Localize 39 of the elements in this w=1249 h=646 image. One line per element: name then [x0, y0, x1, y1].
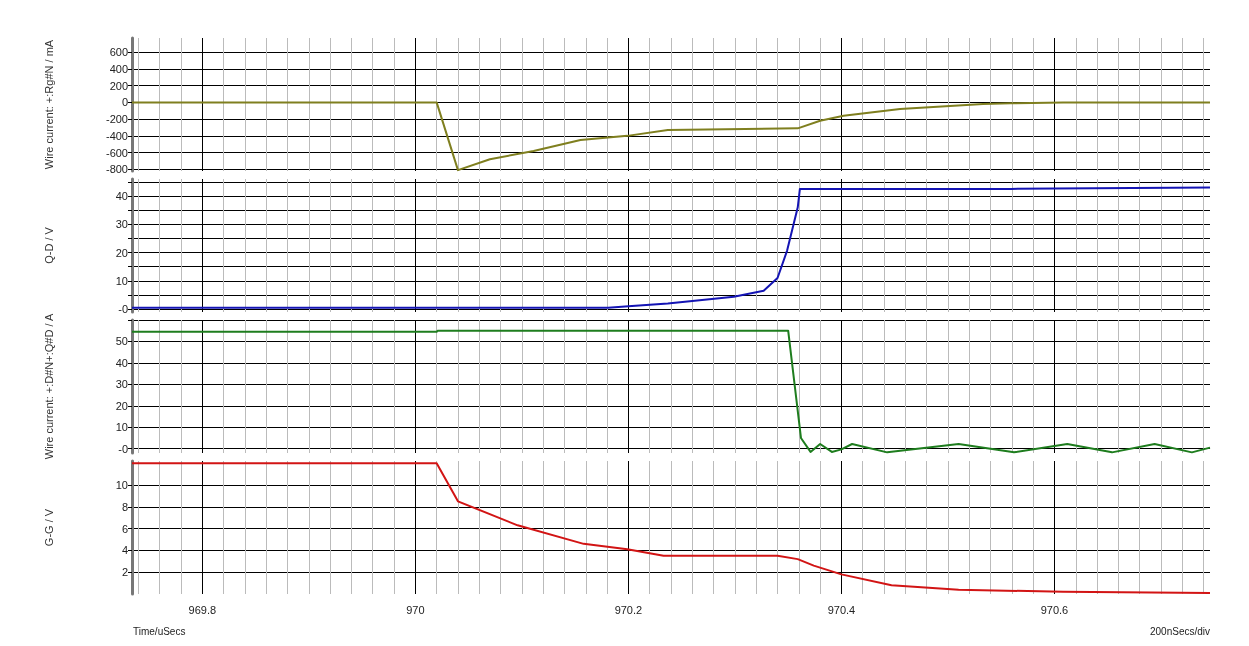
y-tick-label: 20 — [115, 246, 128, 259]
x-tick-label: 970.4 — [827, 603, 856, 616]
y-tick-label: 0 — [121, 96, 128, 109]
y-axis-title: Q-D / V — [42, 226, 55, 264]
y-tick-label: 10 — [115, 274, 128, 287]
y-tick-label: 50 — [115, 335, 128, 348]
y-tick-label: 400 — [109, 62, 128, 75]
y-tick-label: 6 — [121, 522, 128, 535]
y-tick-label: -0 — [118, 303, 128, 316]
x-axis-title: Time/uSecs — [133, 625, 186, 637]
y-tick-label: -200 — [105, 113, 128, 126]
line-series — [131, 462, 1211, 594]
y-tick-label: 4 — [121, 544, 128, 557]
line-series — [131, 186, 1211, 309]
y-tick-label: 10 — [115, 478, 128, 491]
y-tick-label: 40 — [115, 356, 128, 369]
x-tick-label: 970 — [406, 603, 425, 616]
y-tick-label: -400 — [105, 129, 128, 142]
y-tick-label: -0 — [118, 442, 128, 455]
line-series — [131, 329, 1211, 454]
y-tick-label: -800 — [105, 163, 128, 176]
y-axis-title: Wire current: +:D#N+:Q#D / A — [42, 313, 55, 460]
y-tick-label: 2 — [121, 566, 128, 579]
line-series — [131, 101, 1211, 172]
y-tick-label: 40 — [115, 189, 128, 202]
x-tick-label: 970.6 — [1040, 603, 1069, 616]
y-axis-title: Wire current: +:Rg#N / mA — [42, 39, 55, 170]
y-tick-label: 200 — [109, 79, 128, 92]
x-tick-label: 969.8 — [188, 603, 217, 616]
y-tick-label: 20 — [115, 399, 128, 412]
y-axis-title: G-G / V — [42, 508, 55, 547]
y-tick-label: -600 — [105, 146, 128, 159]
y-tick-label: 30 — [115, 218, 128, 231]
y-tick-label: 8 — [121, 500, 128, 513]
y-tick-label: 600 — [109, 46, 128, 59]
x-tick-label: 970.2 — [614, 603, 643, 616]
text: 200nSecs/div — [1149, 625, 1211, 637]
y-tick-label: 10 — [115, 421, 128, 434]
y-tick-label: 30 — [115, 378, 128, 391]
